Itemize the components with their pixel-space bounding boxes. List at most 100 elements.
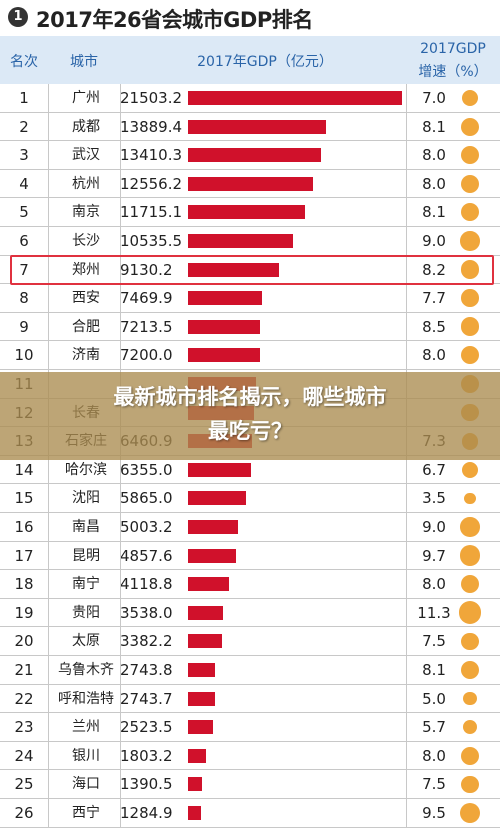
- gdp-bar: [188, 777, 202, 792]
- city-cell: 长沙: [72, 233, 100, 249]
- growth-value-label: 9.5: [422, 804, 446, 822]
- gdp-value-label: 13410.3: [120, 146, 183, 165]
- city-cell: 成都: [72, 118, 100, 135]
- gdp-value-label: 5865.0: [120, 489, 173, 508]
- caption-line-2: 最吃亏？: [208, 419, 292, 443]
- growth-value-label: 8.1: [422, 661, 446, 679]
- rank-cell: 25: [14, 775, 34, 794]
- growth-dot: [461, 89, 479, 107]
- growth-value-label: 9.0: [422, 518, 446, 536]
- rank-cell: 21: [14, 661, 34, 679]
- page-title: 2017年26省会城市GDP排名: [36, 8, 313, 32]
- gdp-bar: [188, 348, 260, 363]
- gdp-bar: [188, 605, 224, 620]
- growth-dot: [461, 289, 479, 307]
- gdp-value-label: 5003.2: [120, 518, 173, 536]
- gdp-bar: [188, 720, 214, 735]
- growth-dot: [461, 461, 479, 478]
- gdp-value-label: 4118.8: [120, 575, 173, 594]
- table-row: 20 太原 3382.2 7.5: [0, 627, 500, 656]
- table-row: 9 合肥 7213.5 8.5: [0, 312, 500, 342]
- growth-value-label: 8.1: [422, 117, 446, 136]
- gdp-value-label: 2523.5: [120, 718, 173, 737]
- growth-dot: [463, 691, 477, 706]
- header-growth-line1: 2017GDP: [420, 41, 486, 57]
- table-row: 7 郑州 9130.2 8.2: [0, 255, 500, 285]
- table-row: 15 沈阳 5865.0 3.5: [0, 484, 500, 513]
- gdp-bar: [188, 691, 216, 706]
- table-row: 1 广州 21503.2 7.0: [0, 84, 500, 113]
- header-growth-line2: 增速（%）: [418, 64, 488, 80]
- city-cell: 海口: [72, 776, 100, 793]
- rank-cell: 24: [14, 746, 34, 765]
- gdp-value-label: 21503.2: [120, 89, 183, 107]
- gdp-bar: [188, 119, 327, 134]
- gdp-bar: [188, 491, 247, 506]
- table-header: 名次 城市 2017年GDP（亿元） 2017GDP 增速（%）: [0, 36, 500, 84]
- city-cell: 济南: [72, 347, 100, 364]
- rank-cell: 15: [14, 489, 34, 508]
- rank-cell: 10: [14, 346, 34, 365]
- rank-cell: 22: [14, 689, 34, 708]
- growth-value-label: 7.0: [422, 89, 446, 107]
- city-cell: 南宁: [72, 576, 100, 593]
- growth-dot: [461, 174, 479, 193]
- rank-cell: 18: [14, 575, 34, 594]
- highlighted-row-box: [10, 254, 494, 285]
- rank-cell: 16: [14, 518, 34, 536]
- growth-value-label: 9.0: [422, 232, 446, 250]
- title-number-badge: 1: [8, 7, 28, 27]
- gdp-bar: [188, 234, 293, 248]
- rank-cell: 14: [14, 460, 34, 479]
- rank-cell: 5: [19, 203, 29, 222]
- table-row: 26 西宁 1284.9 9.5: [0, 799, 500, 828]
- gdp-value-label: 1803.2: [120, 746, 173, 765]
- city-cell: 太原: [72, 633, 100, 650]
- growth-value-label: 8.0: [422, 346, 446, 365]
- gdp-bar: [188, 806, 201, 820]
- city-cell: 广州: [72, 90, 100, 106]
- rank-cell: 4: [19, 174, 29, 193]
- growth-value-label: 8.2: [422, 260, 446, 279]
- growth-dot: [460, 231, 480, 251]
- growth-value-label: 6.7: [422, 460, 446, 479]
- city-cell: 乌鲁木齐: [58, 662, 114, 678]
- growth-value-label: 11.3: [417, 603, 451, 622]
- city-cell: 银川: [72, 747, 100, 764]
- growth-value-label: 8.0: [422, 146, 446, 165]
- growth-value-label: 5.7: [422, 718, 446, 737]
- city-cell: 哈尔滨: [65, 461, 107, 478]
- table-row: 8 西安 7469.9 7.7: [0, 284, 500, 313]
- table-row: 19 贵阳 3538.0 11.3: [0, 598, 500, 628]
- growth-dot: [460, 260, 480, 279]
- growth-value-label: 7.5: [422, 632, 446, 651]
- gdp-bar: [188, 148, 322, 163]
- growth-value-label: 8.0: [422, 575, 446, 594]
- gdp-bar: [188, 91, 402, 105]
- rank-cell: 23: [14, 718, 34, 737]
- growth-dot: [461, 346, 479, 365]
- rank-cell: 3: [19, 146, 29, 165]
- table-row: 4 杭州 12556.2 8.0: [0, 169, 500, 199]
- gdp-value-label: 11715.1: [120, 203, 183, 222]
- growth-value-label: 8.0: [422, 746, 446, 765]
- growth-dot: [461, 775, 479, 794]
- growth-dot: [464, 492, 476, 505]
- gdp-bar: [188, 291, 263, 306]
- rank-cell: 8: [19, 289, 29, 308]
- caption-line-1: 最新城市排名揭示，哪些城市: [113, 385, 387, 409]
- table-row: 10 济南 7200.0 8.0: [0, 341, 500, 370]
- city-cell: 西安: [72, 290, 100, 307]
- gdp-bar: [188, 634, 222, 649]
- gdp-bar: [188, 663, 216, 677]
- title-bar: 1 2017年26省会城市GDP排名: [0, 0, 500, 37]
- gdp-value-label: 2743.7: [120, 689, 173, 708]
- rank-cell: 2: [19, 117, 29, 136]
- growth-dot: [460, 660, 480, 680]
- gdp-value-label: 2743.8: [120, 661, 173, 679]
- header-rank: 名次: [10, 54, 38, 70]
- city-cell: 南京: [72, 204, 100, 221]
- table-row: 5 南京 11715.1 8.1: [0, 198, 500, 227]
- gdp-bar: [188, 319, 260, 334]
- growth-value-label: 7.7: [422, 289, 446, 308]
